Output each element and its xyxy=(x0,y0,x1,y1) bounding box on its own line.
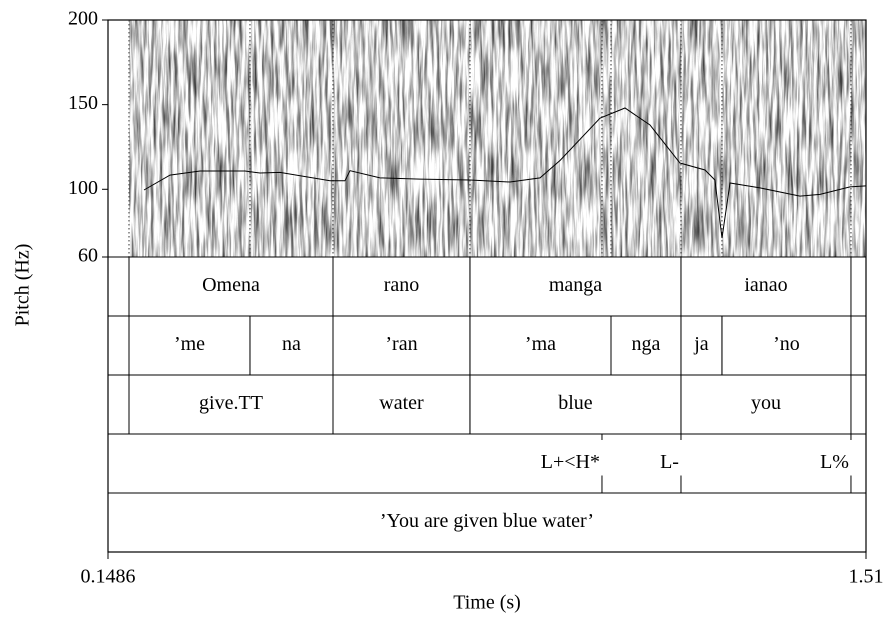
point-label: L- xyxy=(660,451,679,473)
interval-label: you xyxy=(751,392,781,414)
interval-label: manga xyxy=(549,274,602,296)
interval-label: water xyxy=(379,392,424,414)
interval-label: nga xyxy=(632,333,661,355)
interval-label: blue xyxy=(558,392,593,414)
interval-label: ianao xyxy=(744,274,787,296)
pitch-contour xyxy=(143,107,867,239)
y-tick-label: 150 xyxy=(68,92,98,114)
x-tick-label: 0.1486 xyxy=(81,566,136,588)
point-label: L% xyxy=(820,451,849,473)
x-axis-label: Time (s) xyxy=(453,592,521,614)
point-label: L+<H* xyxy=(541,451,600,473)
interval-label: ’ran xyxy=(385,333,417,355)
x-tick-label: 1.51 xyxy=(849,566,884,588)
plot-frame xyxy=(107,19,867,553)
interval-label: give.TT xyxy=(199,392,263,414)
interval-label: ’ma xyxy=(525,333,556,355)
interval-label: rano xyxy=(384,274,420,296)
interval-label: ’You are given blue water’ xyxy=(380,510,594,532)
y-tick-label: 100 xyxy=(68,177,98,199)
interval-label: ’me xyxy=(174,333,205,355)
interval-label: Omena xyxy=(202,274,260,296)
interval-label: ’no xyxy=(773,333,800,355)
y-axis-label: Pitch (Hz) xyxy=(12,244,34,327)
y-tick-label: 60 xyxy=(78,245,98,267)
interval-label: na xyxy=(282,333,301,355)
y-tick-label: 200 xyxy=(68,8,98,30)
interval-label: ja xyxy=(693,333,709,355)
spectrogram xyxy=(129,20,866,257)
